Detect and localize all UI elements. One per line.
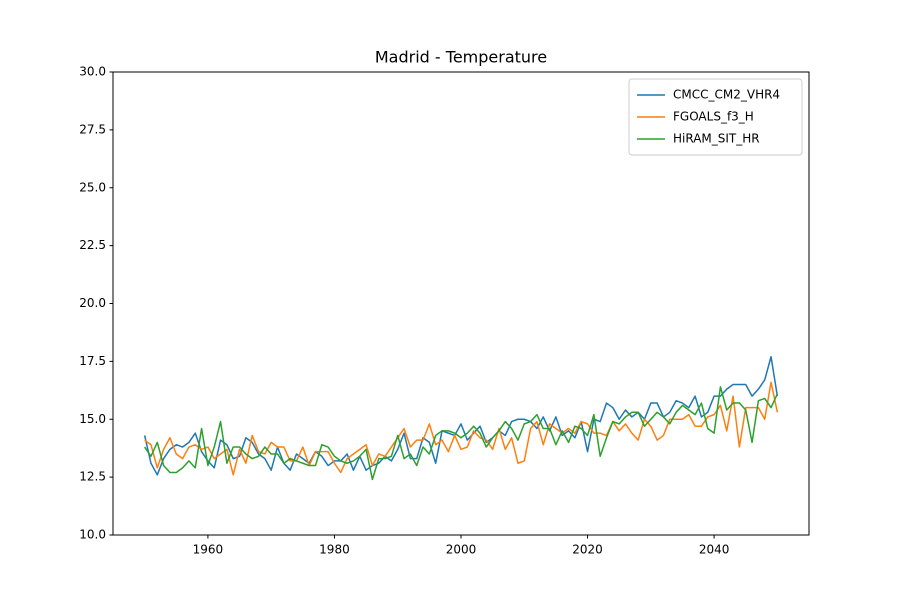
legend: CMCC_CM2_VHR4 FGOALS_f3_H HiRAM_SIT_HR (628, 78, 803, 156)
x-tick-label: 2040 (699, 543, 730, 557)
legend-label: CMCC_CM2_VHR4 (673, 88, 780, 102)
x-tick-label: 2020 (572, 543, 603, 557)
chart-title: Madrid - Temperature (375, 48, 547, 67)
plot-frame (112, 71, 810, 536)
y-tick-label: 27.5 (79, 122, 106, 136)
y-tick-label: 17.5 (79, 354, 106, 368)
series-line (144, 381, 779, 476)
legend-box (628, 78, 803, 156)
x-tick-label: 1960 (193, 543, 224, 557)
y-tick-label: 12.5 (79, 470, 106, 484)
y-tick-label: 25.0 (79, 180, 106, 194)
y-tick-label: 15.0 (79, 412, 106, 426)
x-tick-label: 2000 (446, 543, 477, 557)
y-tick-label: 30.0 (79, 65, 106, 79)
series-line (143, 356, 779, 476)
legend-label: FGOALS_f3_H (673, 110, 754, 124)
y-tick-label: 10.0 (79, 528, 106, 542)
y-tick-label: 20.0 (79, 296, 106, 310)
series-line (144, 386, 779, 481)
x-tick-label: 1980 (319, 543, 350, 557)
y-tick-label: 22.5 (79, 238, 106, 252)
legend-label: HiRAM_SIT_HR (673, 132, 760, 146)
